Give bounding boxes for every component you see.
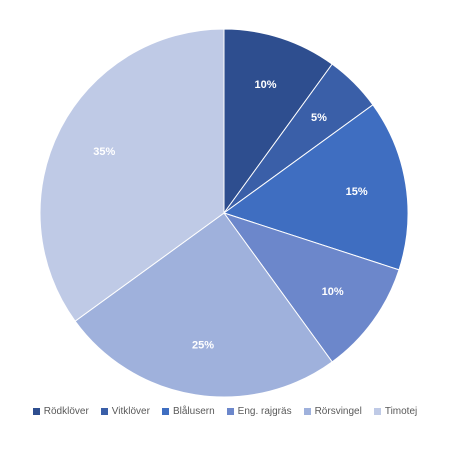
data-label-2: 5% xyxy=(311,112,327,124)
legend-item-6: Timotej xyxy=(373,406,418,417)
legend-item-2: Vitklöver xyxy=(100,406,150,417)
legend-item-1: Rödklöver xyxy=(32,406,89,417)
legend-item-3: Blålusern xyxy=(161,406,215,417)
pie-slice-5 xyxy=(74,212,333,398)
legend-label-3: Blålusern xyxy=(172,406,215,417)
pie-slice-4 xyxy=(222,212,400,363)
chart-legend: Rödklöver Vitklöver Blålusern Eng. rajgräs R… xyxy=(0,406,450,417)
legend-swatch-1 xyxy=(32,408,40,415)
legend-swatch-6 xyxy=(373,408,381,415)
legend-swatch-5 xyxy=(303,408,311,415)
legend-swatch-4 xyxy=(226,408,234,415)
legend-swatch-2 xyxy=(100,408,108,415)
legend-label-6: Timotej xyxy=(384,406,418,417)
legend-label-5: Rörsvingel xyxy=(314,406,362,417)
legend-swatch-3 xyxy=(161,408,169,415)
pie-slice-6 xyxy=(39,28,225,322)
legend-label-1: Rödklöver xyxy=(43,406,89,417)
data-label-1: 10% xyxy=(254,79,276,91)
data-label-4: 10% xyxy=(322,286,344,298)
legend-label-4: Eng. rajgräs xyxy=(237,406,292,417)
data-label-5: 25% xyxy=(192,340,214,352)
legend-item-4: Eng. rajgräs xyxy=(226,406,292,417)
data-label-6: 35% xyxy=(93,146,115,158)
pie-slice-1 xyxy=(223,28,333,215)
pie-slice-3 xyxy=(222,104,409,271)
data-label-3: 15% xyxy=(346,186,368,198)
legend-item-5: Rörsvingel xyxy=(303,406,362,417)
legend-label-2: Vitklöver xyxy=(111,406,150,417)
